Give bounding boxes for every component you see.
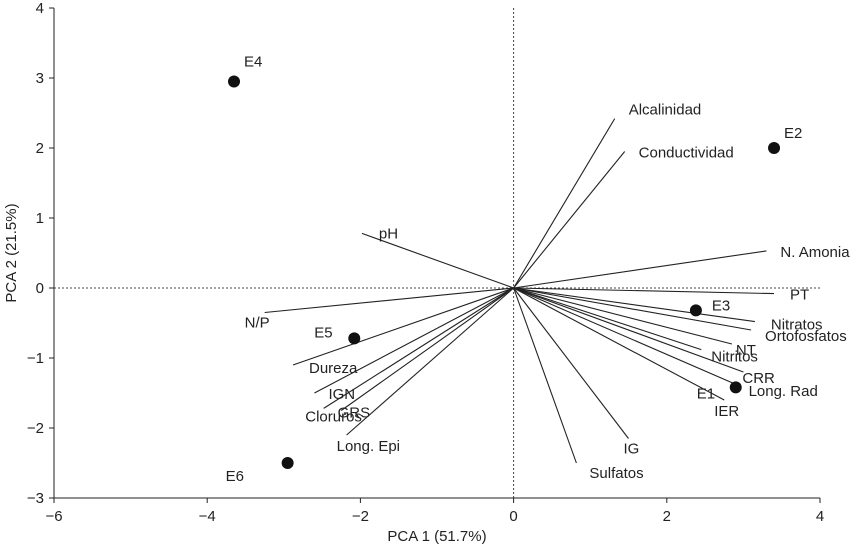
y-axis-title: PCA 2 (21.5%) xyxy=(3,203,20,302)
vector-long-epi xyxy=(346,287,514,436)
y-tick-label: −3 xyxy=(27,490,44,507)
point-e2 xyxy=(768,142,781,154)
point-e5 xyxy=(348,332,361,345)
vector-ig xyxy=(513,287,629,439)
vector-label-conductividad: Conductividad xyxy=(639,145,734,162)
vector-label-long-epi: Long. Epi xyxy=(337,438,400,455)
vector-alcalinidad xyxy=(513,118,616,289)
y-tick-label: −2 xyxy=(27,420,44,437)
x-tick-label: −4 xyxy=(199,508,216,525)
labels: Alcalinidad Conductividad N. Amoniacal PT Ni… xyxy=(226,54,850,486)
vector-label-long-rad: Long. Rad xyxy=(749,383,818,400)
y-tick-label: −1 xyxy=(27,350,44,367)
vector-n-amoniacal xyxy=(513,250,767,289)
y-tick-label: 2 xyxy=(36,140,44,157)
vector-label-nt: NT xyxy=(736,342,756,359)
vector-nitritos xyxy=(513,287,702,351)
point-label-e5: E5 xyxy=(314,324,332,341)
sample-points xyxy=(228,75,781,469)
vector-label-n-amoniacal: N. Amoniacal xyxy=(780,244,850,261)
point-label-e6: E6 xyxy=(226,468,244,485)
point-label-e2: E2 xyxy=(784,125,802,142)
point-e3 xyxy=(689,304,702,317)
point-label-e4: E4 xyxy=(244,54,262,71)
x-axis-title: PCA 1 (51.7%) xyxy=(387,528,486,545)
vector-label-ig: IG xyxy=(624,441,640,458)
vector-ign xyxy=(314,287,514,394)
vector-ier xyxy=(513,287,725,401)
point-e4 xyxy=(228,75,241,88)
axes: −6 −4 −2 0 2 4 −3 −2 −1 0 1 2 3 4 xyxy=(27,0,824,525)
vector-label-nitritos: Nitritos xyxy=(711,349,758,366)
x-tick-label: 0 xyxy=(509,508,517,525)
vector-label-ph: pH xyxy=(379,225,398,242)
vector-label-ortofosfatos: Ortofosfatos xyxy=(765,328,847,345)
zero-lines xyxy=(54,8,820,498)
vector-nitratos xyxy=(513,287,755,323)
y-tick-label: 4 xyxy=(36,0,44,17)
x-tick-label: 4 xyxy=(816,508,824,525)
vector-ph xyxy=(361,232,514,289)
vector-pt xyxy=(513,287,775,295)
vector-label-alcalinidad: Alcalinidad xyxy=(629,102,702,119)
vector-label-ier: IER xyxy=(714,403,739,420)
vector-label-cloruros: Cloruros xyxy=(305,409,362,426)
vector-label-pt: PT xyxy=(790,287,809,304)
point-label-e1: E1 xyxy=(697,385,715,402)
vector-n-p xyxy=(264,287,514,314)
x-tick-label: −6 xyxy=(45,508,62,525)
vector-label-sulfatos: Sulfatos xyxy=(589,465,643,482)
vector-label-ign: IGN xyxy=(328,386,355,403)
point-e6 xyxy=(281,457,294,469)
vector-cloruros xyxy=(340,287,514,411)
vector-label-n-p: N/P xyxy=(245,315,270,332)
vector-conductividad xyxy=(513,151,626,289)
loading-vectors xyxy=(264,118,775,464)
vector-label-grs: GRS xyxy=(338,404,371,421)
x-tick-label: −2 xyxy=(352,508,369,525)
x-tick-label: 2 xyxy=(663,508,671,525)
vector-label-nitratos: Nitratos xyxy=(771,317,823,334)
vector-crr xyxy=(513,287,744,373)
point-label-e3: E3 xyxy=(712,297,730,314)
y-tick-label: 0 xyxy=(36,280,44,297)
vector-long-rad xyxy=(513,287,740,387)
y-tick-label: 3 xyxy=(36,70,44,87)
vector-nt xyxy=(513,287,733,345)
vector-dureza xyxy=(292,287,514,366)
vector-grs xyxy=(323,287,514,409)
vector-sulfatos xyxy=(513,287,577,464)
vector-ortofosfatos xyxy=(513,287,752,331)
vector-label-crr: CRR xyxy=(742,370,775,387)
vector-label-dureza: Dureza xyxy=(309,360,358,377)
point-e1 xyxy=(729,381,742,394)
y-tick-label: 1 xyxy=(36,210,44,227)
